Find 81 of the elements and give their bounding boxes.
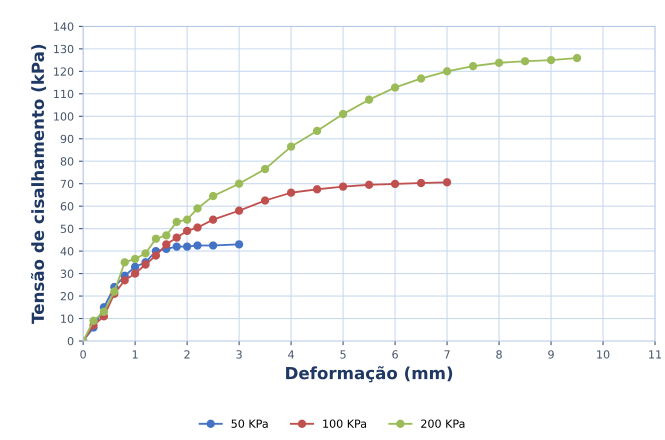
point	[130, 262, 140, 272]
point	[172, 233, 181, 242]
point	[89, 316, 98, 325]
point	[286, 188, 296, 197]
point	[260, 164, 270, 174]
point	[152, 234, 160, 243]
point	[312, 185, 322, 194]
y-tick-label: 0	[68, 336, 74, 346]
x-tick-label: 8	[496, 350, 502, 359]
point	[416, 178, 426, 188]
x-tick-label: 6	[392, 350, 398, 359]
point	[468, 62, 478, 70]
y-tick-label: 140	[54, 22, 74, 31]
point	[520, 57, 530, 66]
point	[120, 258, 129, 267]
point	[110, 287, 118, 296]
point	[260, 196, 270, 205]
point	[141, 249, 150, 258]
point	[182, 242, 192, 251]
y-tick-label: 20	[60, 292, 74, 300]
point	[162, 231, 170, 240]
y-tick-label: 40	[60, 247, 74, 256]
y-tick-label: 90	[60, 134, 74, 144]
point	[234, 240, 244, 249]
point	[193, 204, 202, 213]
point	[130, 269, 140, 278]
x-tick-label: 2	[184, 350, 190, 358]
point	[152, 251, 160, 260]
legend-label: 100 KPa	[323, 419, 366, 428]
y-tick-label: 80	[60, 157, 74, 166]
point	[390, 83, 400, 92]
point	[416, 74, 426, 83]
point	[193, 241, 202, 250]
point	[182, 215, 192, 224]
y-tick-label: 110	[54, 90, 74, 98]
point	[312, 126, 322, 136]
x-tick-label: 10	[597, 350, 610, 359]
y-tick-label: 10	[61, 314, 74, 323]
point	[162, 240, 170, 249]
point	[182, 226, 192, 236]
y-axis-title: Tensão de cisalhamento (kPa)	[30, 44, 46, 324]
x-tick-label: 1	[132, 350, 138, 358]
point	[494, 58, 504, 67]
point	[130, 254, 140, 264]
y-tick-label: 70	[60, 180, 74, 188]
point	[442, 178, 452, 187]
x-tick-label: 3	[236, 350, 242, 359]
x-tick-label: 9	[548, 350, 554, 359]
x-axis-title: Deformação (mm)	[286, 366, 452, 382]
point	[364, 95, 374, 104]
y-tick-label: 50	[60, 224, 74, 234]
point	[208, 192, 218, 200]
x-tick-label: 4	[288, 350, 294, 358]
y-tick-label: 60	[60, 202, 74, 211]
y-tick-label: 100	[54, 112, 74, 121]
x-tick-label: 0	[80, 350, 86, 359]
point	[338, 110, 348, 118]
point	[208, 241, 218, 250]
point	[572, 54, 582, 62]
point	[100, 308, 108, 316]
point	[390, 180, 400, 188]
y-tick-label: 130	[54, 44, 74, 54]
y-tick-label: 30	[60, 270, 74, 278]
point	[172, 218, 181, 226]
point	[234, 180, 244, 188]
x-tick-label: 11	[649, 350, 662, 358]
point	[193, 223, 202, 232]
y-tick-label: 120	[54, 67, 74, 76]
point	[172, 242, 181, 251]
legend-label: 200 KPa	[421, 419, 464, 428]
point	[442, 67, 452, 76]
x-tick-label: 7	[444, 350, 450, 358]
point	[546, 56, 556, 64]
point	[364, 180, 374, 189]
legend-label: 50 KPa	[232, 419, 268, 428]
point	[120, 276, 129, 284]
point	[234, 206, 244, 215]
point	[208, 215, 218, 224]
point	[286, 142, 296, 151]
x-tick-label: 5	[340, 350, 346, 359]
point	[338, 182, 348, 191]
